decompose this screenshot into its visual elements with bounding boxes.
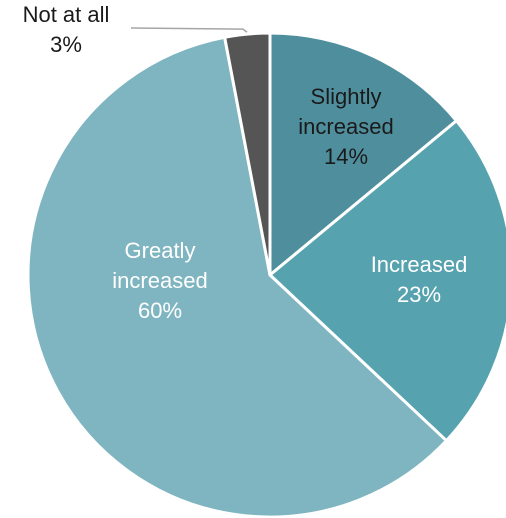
slice-name-label: Not at all	[23, 2, 110, 27]
leader-lines	[130, 27, 248, 33]
slice-value-label: 23%	[397, 282, 441, 307]
slice-value-label: 14%	[324, 144, 368, 169]
slice-label-not-at-all: Not at all 3%	[23, 2, 110, 57]
slice-value-label: 3%	[50, 32, 82, 57]
slice-name-label: increased	[298, 114, 393, 139]
leader-line-not-at-all	[130, 27, 248, 33]
pie-slice-slightly-increased	[268, 31, 458, 277]
slice-label-slightly-increased: Slightly increased 14%	[298, 84, 393, 169]
slice-label-increased: Increased 23%	[371, 252, 468, 307]
slice-name-label: Slightly	[311, 84, 382, 109]
pie-slices	[26, 31, 506, 518]
slice-value-label: 60%	[138, 298, 182, 323]
pie-slice-greatly-increased	[26, 35, 448, 518]
slice-name-label: increased	[112, 268, 207, 293]
slice-name-label: Greatly	[125, 238, 196, 263]
pie-slice-not-at-all	[223, 31, 272, 277]
slice-name-label: Increased	[371, 252, 468, 277]
pie-slice-increased	[268, 119, 506, 443]
slice-label-greatly-increased: Greatly increased 60%	[112, 238, 207, 323]
slice-labels: Slightly increased 14% Increased 23% Greatly i…	[23, 2, 468, 323]
